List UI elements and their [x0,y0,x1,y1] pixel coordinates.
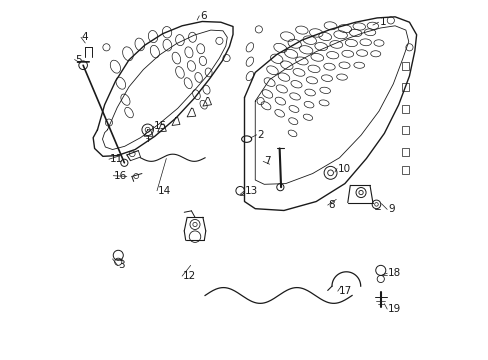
Text: 19: 19 [387,304,400,314]
Text: 8: 8 [328,200,334,210]
Bar [402,126,408,134]
Text: 1: 1 [379,17,385,27]
Text: 5: 5 [75,54,81,64]
Text: 11: 11 [109,154,122,164]
Text: 15: 15 [154,121,167,131]
Text: 6: 6 [200,11,206,21]
Text: 2: 2 [257,130,264,140]
Text: 7: 7 [264,156,270,166]
Bar [402,83,408,91]
Text: 13: 13 [244,186,258,196]
Text: 3: 3 [118,260,124,270]
Text: 18: 18 [387,268,400,278]
Text: 14: 14 [158,186,171,196]
Text: 17: 17 [338,286,351,296]
Text: 16: 16 [114,171,127,181]
Bar [402,166,408,174]
Text: 10: 10 [337,163,350,174]
Bar [402,105,408,113]
Bar [402,62,408,69]
Text: 4: 4 [81,32,88,42]
Bar [402,148,408,156]
Text: 12: 12 [183,271,196,281]
Text: 9: 9 [387,204,394,215]
